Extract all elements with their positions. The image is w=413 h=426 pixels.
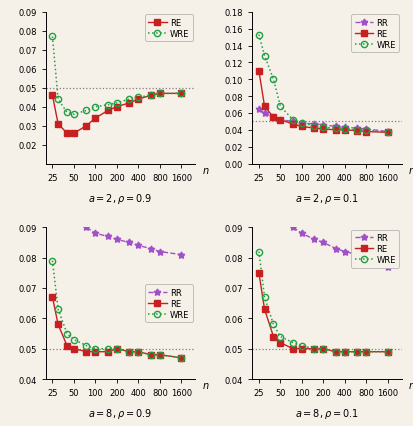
Text: $a = 2, \rho = 0.9$: $a = 2, \rho = 0.9$ [88, 191, 152, 205]
Text: n: n [408, 165, 413, 175]
Text: n: n [202, 165, 208, 175]
Text: $a = 2, \rho = 0.1$: $a = 2, \rho = 0.1$ [294, 191, 358, 205]
Legend: RE, WRE: RE, WRE [145, 15, 192, 42]
Legend: RR, RE, WRE: RR, RE, WRE [351, 15, 398, 53]
Text: n: n [408, 380, 413, 390]
Text: n: n [202, 380, 208, 390]
Legend: RR, RE, WRE: RR, RE, WRE [351, 230, 398, 268]
Text: $a = 8, \rho = 0.9$: $a = 8, \rho = 0.9$ [88, 406, 152, 420]
Text: $a = 8, \rho = 0.1$: $a = 8, \rho = 0.1$ [294, 406, 358, 420]
Legend: RR, RE, WRE: RR, RE, WRE [145, 285, 192, 322]
